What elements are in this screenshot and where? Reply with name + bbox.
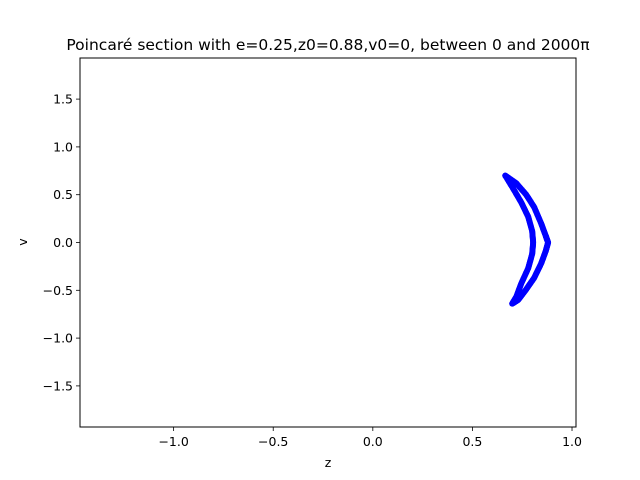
data-point xyxy=(509,300,516,307)
y-tick-label: −1.0 xyxy=(43,331,73,346)
x-axis-ticks: −1.0 −0.5 0.0 0.5 1.0 xyxy=(158,427,582,449)
data-points-layer xyxy=(502,172,552,307)
y-tick-label: 1.0 xyxy=(53,139,73,154)
x-tick-label: 0.0 xyxy=(363,434,383,449)
x-tick-label: −1.0 xyxy=(158,434,188,449)
y-axis-label: v xyxy=(15,238,30,246)
y-axis-ticks: −1.5 −1.0 −0.5 0.0 0.5 1.0 1.5 xyxy=(43,92,80,393)
x-tick-label: 0.5 xyxy=(462,434,482,449)
y-tick-label: 0.0 xyxy=(53,235,73,250)
x-tick-label: 1.0 xyxy=(562,434,582,449)
chart-title: Poincaré section with e=0.25,z0=0.88,v0=… xyxy=(66,36,589,54)
x-tick-label: −0.5 xyxy=(258,434,288,449)
y-tick-label: 1.5 xyxy=(53,92,73,107)
y-tick-label: 0.5 xyxy=(53,187,73,202)
y-tick-label: −1.5 xyxy=(43,378,73,393)
x-axis-label: z xyxy=(325,455,332,470)
y-tick-label: −0.5 xyxy=(43,283,73,298)
axes-frame xyxy=(79,57,577,428)
